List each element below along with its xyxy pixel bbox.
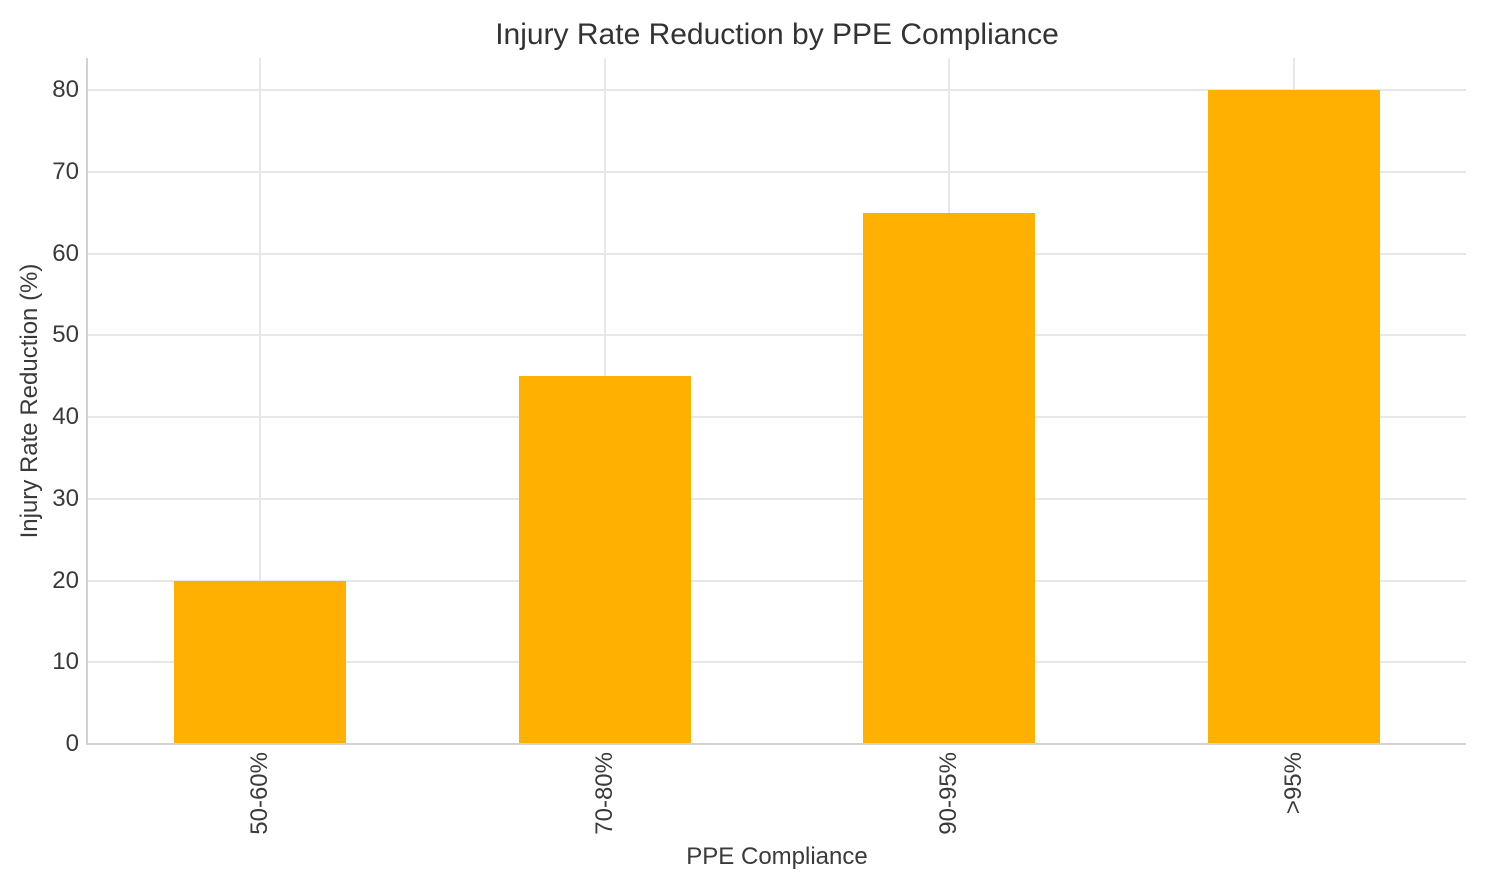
y-tick-label: 0 bbox=[65, 730, 79, 757]
x-gridline bbox=[259, 58, 262, 744]
bar-50-60% bbox=[174, 580, 347, 744]
y-tick-label: 20 bbox=[52, 566, 79, 594]
y-tick-label: 80 bbox=[52, 76, 79, 103]
x-tick-label: 70-80% bbox=[590, 752, 618, 835]
y-tick-label: 60 bbox=[52, 239, 79, 267]
y-gridline bbox=[88, 661, 1466, 664]
y-gridline bbox=[88, 89, 1466, 91]
y-gridline bbox=[88, 497, 1466, 500]
x-axis-spine bbox=[86, 743, 1466, 745]
y-gridline bbox=[88, 170, 1466, 173]
y-gridline bbox=[88, 252, 1466, 255]
y-gridline bbox=[88, 416, 1466, 418]
x-tick-label: >95% bbox=[1279, 752, 1307, 815]
y-axis-spine bbox=[86, 58, 88, 745]
bar-70-80% bbox=[518, 376, 691, 744]
y-gridline bbox=[88, 579, 1466, 582]
y-tick-label: 70 bbox=[52, 157, 79, 185]
chart-title: Injury Rate Reduction by PPE Compliance bbox=[495, 18, 1059, 51]
x-axis-label: PPE Compliance bbox=[686, 843, 868, 870]
bar-90-95% bbox=[863, 212, 1036, 744]
y-tick-label: 30 bbox=[52, 484, 79, 512]
y-tick-label: 50 bbox=[52, 321, 79, 349]
y-tick-label: 10 bbox=[52, 648, 79, 676]
y-gridline bbox=[88, 334, 1466, 337]
x-tick-label: 90-95% bbox=[935, 752, 963, 835]
x-tick-label: 50-60% bbox=[246, 752, 274, 835]
bar->95% bbox=[1207, 90, 1380, 744]
y-tick-label: 40 bbox=[52, 403, 79, 430]
